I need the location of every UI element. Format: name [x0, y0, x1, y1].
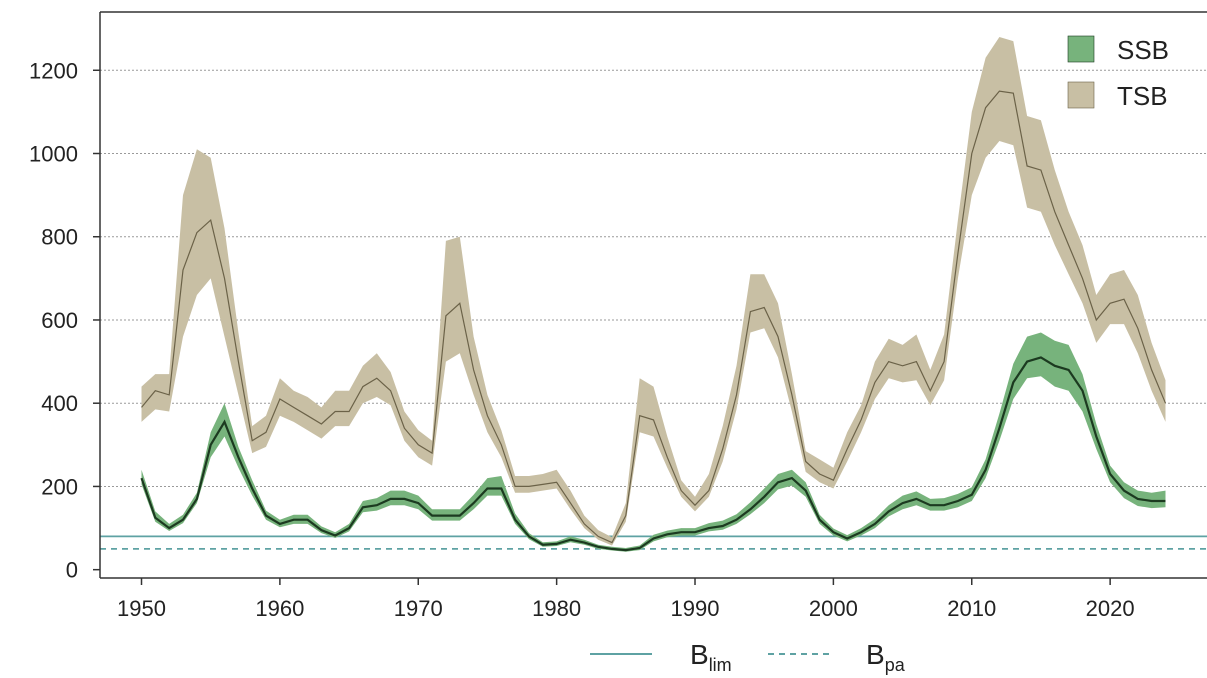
y-tick-label: 0 — [66, 558, 78, 583]
y-tick-label: 200 — [41, 474, 78, 499]
ssb-line — [140, 356, 1166, 552]
x-tick-label: 1980 — [532, 596, 581, 621]
ssb-legend-label: SSB — [1117, 35, 1169, 65]
y-tick-label: 600 — [41, 308, 78, 333]
tsb-line — [141, 90, 1167, 544]
tsb-legend-label: TSB — [1117, 81, 1168, 111]
y-tick-labels: 0 200 400 600 800 1000 1200 — [29, 58, 100, 583]
x-tick-label: 2000 — [809, 596, 858, 621]
blim-legend-label: Blim — [690, 639, 732, 675]
legend: SSB TSB — [1067, 35, 1169, 111]
ssb-confidence-band — [141, 332, 1166, 552]
series-lines — [140, 90, 1167, 552]
x-tick-label: 2010 — [947, 596, 996, 621]
axes — [99, 11, 1207, 579]
x-tick-label: 2020 — [1086, 596, 1135, 621]
y-tick-label: 800 — [41, 225, 78, 250]
y-tick-label: 1200 — [29, 58, 78, 83]
tsb-confidence-band — [141, 37, 1166, 546]
y-tick-label: 1000 — [29, 142, 78, 167]
x-tick-label: 1960 — [255, 596, 304, 621]
ssb-legend-swatch — [1067, 35, 1095, 63]
tsb-legend-swatch — [1067, 81, 1095, 109]
series-bands — [141, 37, 1166, 552]
x-tick-labels: 1950 1960 1970 1980 1990 2000 2010 2020 — [117, 578, 1135, 621]
x-tick-label: 1970 — [394, 596, 443, 621]
x-tick-label: 1990 — [671, 596, 720, 621]
x-tick-label: 1950 — [117, 596, 166, 621]
bpa-legend-label: Bpa — [866, 639, 906, 675]
reference-legend: Blim Bpa — [590, 639, 906, 675]
y-tick-label: 400 — [41, 391, 78, 416]
